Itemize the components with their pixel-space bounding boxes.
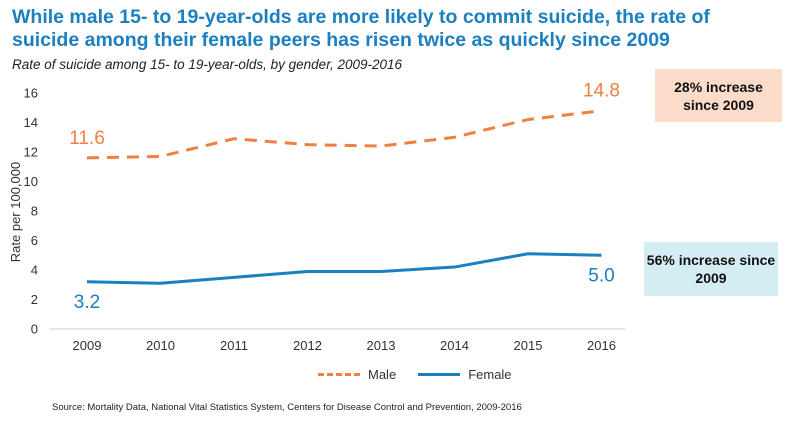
x-tick-label: 2010 <box>146 338 175 353</box>
y-tick-label: 2 <box>31 292 38 307</box>
y-tick-label: 14 <box>24 115 38 130</box>
x-tick-label: 2015 <box>514 338 543 353</box>
source-note: Source: Mortality Data, National Vital S… <box>52 402 522 413</box>
legend: Male Female <box>318 367 534 382</box>
chart-subtitle: Rate of suicide among 15- to 19-year-old… <box>12 57 403 72</box>
end-value-label-male: 14.8 <box>583 81 620 102</box>
x-tick-label: 2009 <box>73 338 102 353</box>
series-line-female <box>86 252 602 285</box>
legend-label-female: Female <box>468 367 512 382</box>
y-tick-label: 16 <box>24 86 38 101</box>
x-tick-label: 2013 <box>367 338 396 353</box>
x-tick-label: 2012 <box>293 338 322 353</box>
legend-swatch-male <box>318 373 360 376</box>
chart-title: While male 15- to 19-year-olds are more … <box>12 6 710 51</box>
legend-label-male: Male <box>368 367 397 382</box>
y-tick-label: 4 <box>31 263 38 278</box>
series-line-male <box>86 109 602 160</box>
female-increase-callout: 56% increase since 2009 <box>644 242 778 296</box>
end-value-label-female: 5.0 <box>588 265 614 286</box>
y-tick-label: 6 <box>31 233 38 248</box>
legend-swatch-female <box>418 373 461 376</box>
legend-item-male: Male <box>318 367 396 382</box>
x-tick-label: 2011 <box>220 338 248 353</box>
y-tick-label: 8 <box>31 204 38 219</box>
start-value-label-female: 3.2 <box>74 292 100 313</box>
male-increase-callout: 28% increase since 2009 <box>655 69 782 122</box>
y-axis-label: Rate per 100,000 <box>8 162 23 262</box>
x-tick-label: 2014 <box>440 338 469 353</box>
y-tick-label: 0 <box>31 322 38 337</box>
x-tick-label: 2016 <box>587 338 616 353</box>
legend-item-female: Female <box>418 367 512 382</box>
y-tick-label: 10 <box>24 174 38 189</box>
start-value-label-male: 11.6 <box>69 128 105 149</box>
y-tick-label: 12 <box>24 145 38 160</box>
